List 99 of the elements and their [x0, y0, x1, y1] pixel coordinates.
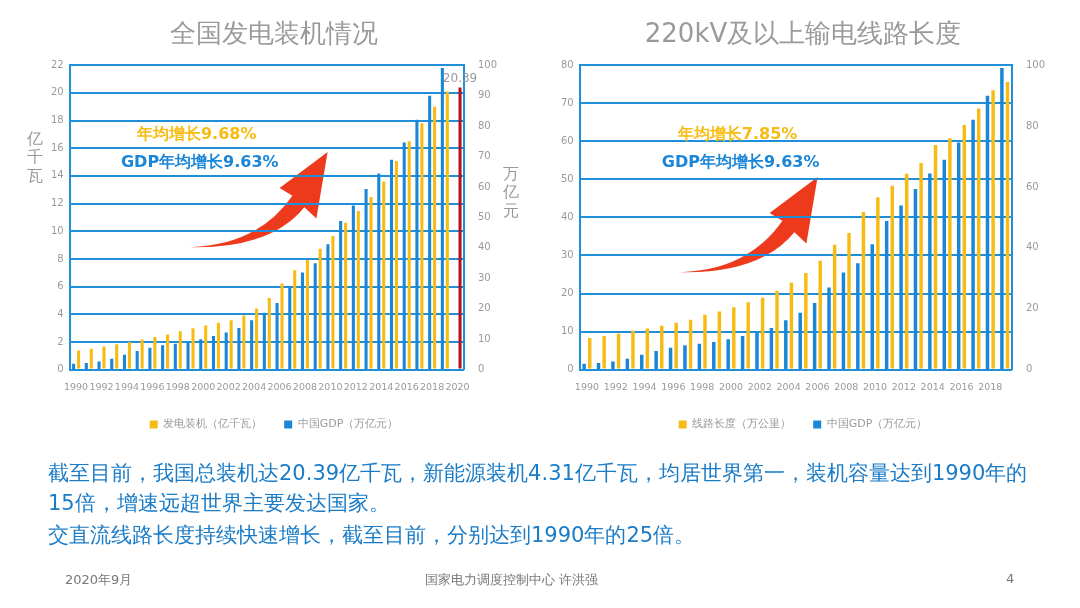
x-tick-label: 2012	[891, 380, 916, 392]
x-tick-label: 1990	[63, 380, 89, 392]
y-axis-title: 亿千瓦	[27, 129, 43, 186]
x-tick-label: 2016	[949, 380, 974, 392]
x-tick-label: 2020	[445, 380, 470, 392]
x-tick-label: 2010	[862, 380, 888, 392]
x-tick-label: 1992	[89, 380, 114, 392]
bar	[674, 322, 678, 369]
y2-tick-label: 10	[477, 332, 491, 344]
y2-axis-title: 万亿元	[503, 164, 519, 221]
text: 2020年9月	[65, 571, 133, 589]
x-tick-label: 2012	[343, 380, 368, 392]
y-tick-label: 20	[50, 86, 64, 98]
bar	[115, 344, 119, 369]
y-tick-label: 80	[560, 58, 574, 70]
legend-label: 线路长度（万公里）	[692, 417, 792, 431]
bar	[611, 361, 615, 370]
y2-tick-label: 20	[1025, 302, 1039, 314]
y-tick-label: 30	[560, 249, 574, 261]
bar	[102, 346, 106, 369]
text: 交直流线路长度持续快速增长，截至目前，分别达到1990年的25倍。	[48, 522, 697, 549]
y2-tick-label: 60	[477, 180, 491, 192]
text: 国家电力调度控制中心 许洪强	[425, 571, 599, 589]
x-tick-label: 2004	[776, 380, 801, 392]
x-tick-label: 2006	[805, 380, 830, 392]
x-tick-label: 1998	[690, 380, 715, 392]
bar	[458, 87, 462, 369]
x-tick-label: 2008	[292, 380, 318, 392]
y2-tick-label: 50	[477, 210, 491, 222]
x-tick-label: 1998	[165, 380, 190, 392]
text: 截至目前，我国总装机达20.39亿千瓦，新能源装机4.31亿千瓦，均居世界第一，装机容量达到1990年的15倍，增速远超世界主要发达国家。	[48, 460, 1029, 518]
bar	[660, 325, 664, 369]
annotation: 年均增长9.68%	[135, 124, 257, 144]
y-tick-label: 10	[50, 224, 64, 236]
y-tick-label: 8	[57, 252, 64, 264]
y2-tick-label: 30	[477, 271, 491, 283]
y-tick-label: 0	[567, 363, 574, 375]
chart-title: 全国发电装机情况	[170, 18, 378, 49]
bar	[602, 336, 606, 369]
x-tick-label: 1990	[574, 380, 600, 392]
legend-label: 发电装机（亿千瓦）	[163, 417, 263, 431]
legend-label: 中国GDP（万亿元）	[826, 417, 928, 431]
y2-tick-label: 70	[477, 150, 491, 162]
x-tick-label: 1996	[140, 380, 165, 392]
y-tick-label: 22	[50, 58, 64, 70]
y2-tick-label: 40	[1025, 241, 1039, 253]
y2-tick-label: 80	[477, 119, 491, 131]
x-tick-label: 2008	[834, 380, 859, 392]
y-tick-label: 50	[560, 172, 574, 184]
y-tick-label: 12	[50, 197, 64, 209]
text: 4	[1006, 571, 1015, 586]
x-tick-label: 2010	[318, 380, 343, 392]
x-tick-label: 1996	[661, 380, 686, 392]
y2-tick-label: 60	[1025, 180, 1039, 192]
x-tick-label: 2002	[747, 380, 772, 392]
y2-tick-label: 20	[477, 302, 491, 314]
y-tick-label: 6	[57, 280, 64, 292]
y2-tick-label: 90	[477, 89, 491, 101]
x-tick-label: 2016	[394, 380, 419, 392]
x-tick-label: 2014	[369, 380, 394, 392]
annotation: GDP年均增长9.63%	[661, 152, 820, 172]
y-tick-label: 70	[560, 96, 574, 108]
x-tick-label: 2000	[718, 380, 744, 392]
bar	[77, 350, 81, 369]
y-tick-label: 2	[57, 335, 64, 347]
y-tick-label: 16	[50, 141, 64, 153]
x-tick-label: 2018	[978, 380, 1003, 392]
y-tick-label: 40	[560, 210, 574, 222]
y2-tick-label: 80	[1025, 119, 1039, 131]
x-tick-label: 2018	[420, 380, 445, 392]
x-tick-label: 1992	[603, 380, 628, 392]
x-tick-label: 2014	[920, 380, 945, 392]
x-tick-label: 2002	[216, 380, 241, 392]
y-tick-label: 20	[560, 287, 574, 299]
y-tick-label: 60	[560, 134, 574, 146]
bar	[746, 302, 750, 369]
bar	[89, 348, 93, 369]
y2-tick-label: 100	[1025, 58, 1046, 70]
bar	[703, 314, 707, 369]
y-tick-label: 14	[50, 169, 64, 181]
legend-label: 中国GDP（万亿元）	[297, 417, 399, 431]
annotation: GDP年均增长9.63%	[120, 152, 279, 172]
y2-tick-label: 100	[477, 58, 498, 70]
y-tick-label: 4	[57, 307, 64, 319]
chart-title: 220kV及以上输电线路长度	[644, 18, 962, 49]
x-tick-label: 2000	[191, 380, 216, 392]
x-tick-label: 1994	[114, 380, 140, 392]
y2-tick-label: 0	[1025, 363, 1033, 375]
y-tick-label: 10	[560, 325, 574, 337]
y2-tick-label: 40	[477, 241, 491, 253]
x-tick-label: 2006	[267, 380, 292, 392]
x-tick-label: 1994	[632, 380, 657, 392]
bar	[631, 330, 635, 369]
y-tick-label: 18	[50, 114, 64, 126]
y-tick-label: 0	[57, 363, 64, 375]
y2-tick-label: 0	[477, 363, 485, 375]
bar	[732, 307, 736, 369]
x-tick-label: 2004	[242, 380, 267, 392]
annotation: 年均增长7.85%	[676, 124, 798, 144]
